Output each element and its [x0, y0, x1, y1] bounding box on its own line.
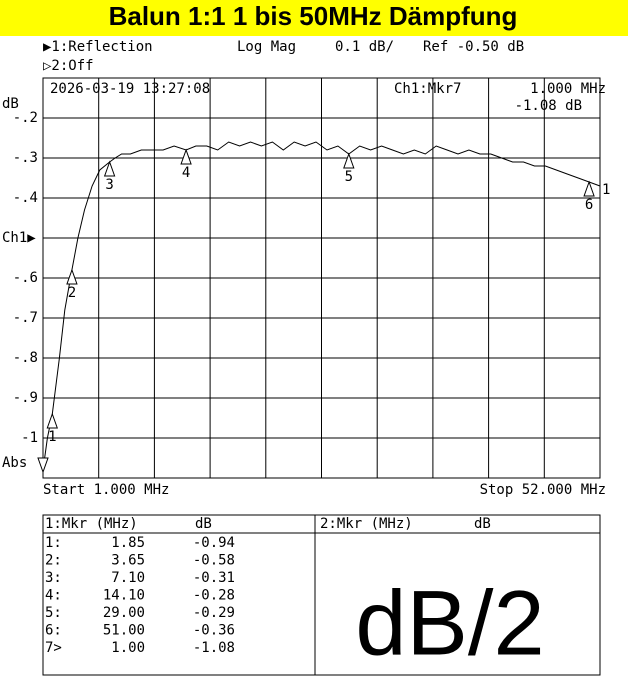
ref-label: Ref -0.50 dB [423, 39, 524, 55]
table-freq: 1.00 [111, 640, 145, 656]
y-tick-label: -1 [21, 430, 38, 446]
marker [180, 148, 192, 165]
table-value: -0.31 [193, 570, 235, 586]
marker [46, 412, 58, 429]
title-band [0, 0, 628, 36]
start-label: Start 1.000 MHz [43, 482, 169, 498]
marker-label: 5 [345, 169, 353, 185]
marker-label: 6 [585, 197, 593, 213]
active-marker-freq: 1.000 MHz [530, 81, 606, 97]
marker [343, 152, 355, 169]
trace2-label: ▷2:Off [43, 58, 94, 74]
scale-note: dB/2 [355, 572, 544, 674]
table-row-label: 6: [45, 623, 62, 639]
table-unit: dB [195, 516, 212, 532]
marker-label: 4 [182, 165, 190, 181]
abs-label: Abs [2, 455, 27, 471]
marker [103, 160, 116, 177]
table-row-label: 1: [45, 535, 62, 551]
table-row-label: 5: [45, 605, 62, 621]
marker-label: 2 [68, 285, 76, 301]
table-value: -0.58 [193, 553, 235, 569]
table-freq: 3.65 [111, 553, 145, 569]
table-value: -1.08 [193, 640, 235, 656]
marker-label: 3 [105, 177, 113, 193]
marker [583, 180, 595, 197]
table-freq: 1.85 [111, 535, 145, 551]
trace [42, 141, 601, 471]
table-unit: dB [474, 516, 491, 532]
y-tick-label: -.4 [13, 190, 38, 206]
trace1-label: ▶1:Reflection [43, 39, 153, 55]
table-header: 2:Mkr (MHz) [320, 516, 413, 532]
y-tick-label: -.9 [13, 390, 38, 406]
marker-label: 1 [48, 429, 56, 445]
active-marker: Ch1:Mkr7 [394, 81, 461, 97]
table-freq: 14.10 [103, 588, 145, 604]
table-value: -0.36 [193, 623, 235, 639]
table-value: -0.28 [193, 588, 235, 604]
table-freq: 7.10 [111, 570, 145, 586]
y-tick-label: -.7 [13, 310, 38, 326]
y-unit: dB [2, 96, 19, 112]
y-tick-label: -.6 [13, 270, 38, 286]
marker [66, 268, 78, 285]
y-tick-label: Ch1▶ [2, 230, 36, 246]
y-tick-label: -.8 [13, 350, 38, 366]
active-marker-value: -1.08 dB [515, 98, 582, 114]
marker [37, 457, 49, 474]
format-label: Log Mag [237, 39, 296, 55]
table-header: 1:Mkr (MHz) [45, 516, 138, 532]
trace-label: 1 [602, 182, 610, 198]
table-row-label: 7> [45, 640, 62, 656]
table-value: -0.94 [193, 535, 235, 551]
scale-label: 0.1 dB/ [335, 39, 394, 55]
table-value: -0.29 [193, 605, 235, 621]
timestamp: 2026-03-19 13:27:08 [50, 81, 210, 97]
table-row-label: 3: [45, 570, 62, 586]
chart-title: Balun 1:1 1 bis 50MHz Dämpfung [109, 1, 518, 31]
table-freq: 29.00 [103, 605, 145, 621]
marker-table [42, 514, 601, 676]
table-row-label: 2: [45, 553, 62, 569]
stop-label: Stop 52.000 MHz [480, 482, 606, 498]
y-tick-label: -.2 [13, 110, 38, 126]
table-row-label: 4: [45, 588, 62, 604]
table-freq: 51.00 [103, 623, 145, 639]
y-tick-label: -.3 [13, 150, 38, 166]
